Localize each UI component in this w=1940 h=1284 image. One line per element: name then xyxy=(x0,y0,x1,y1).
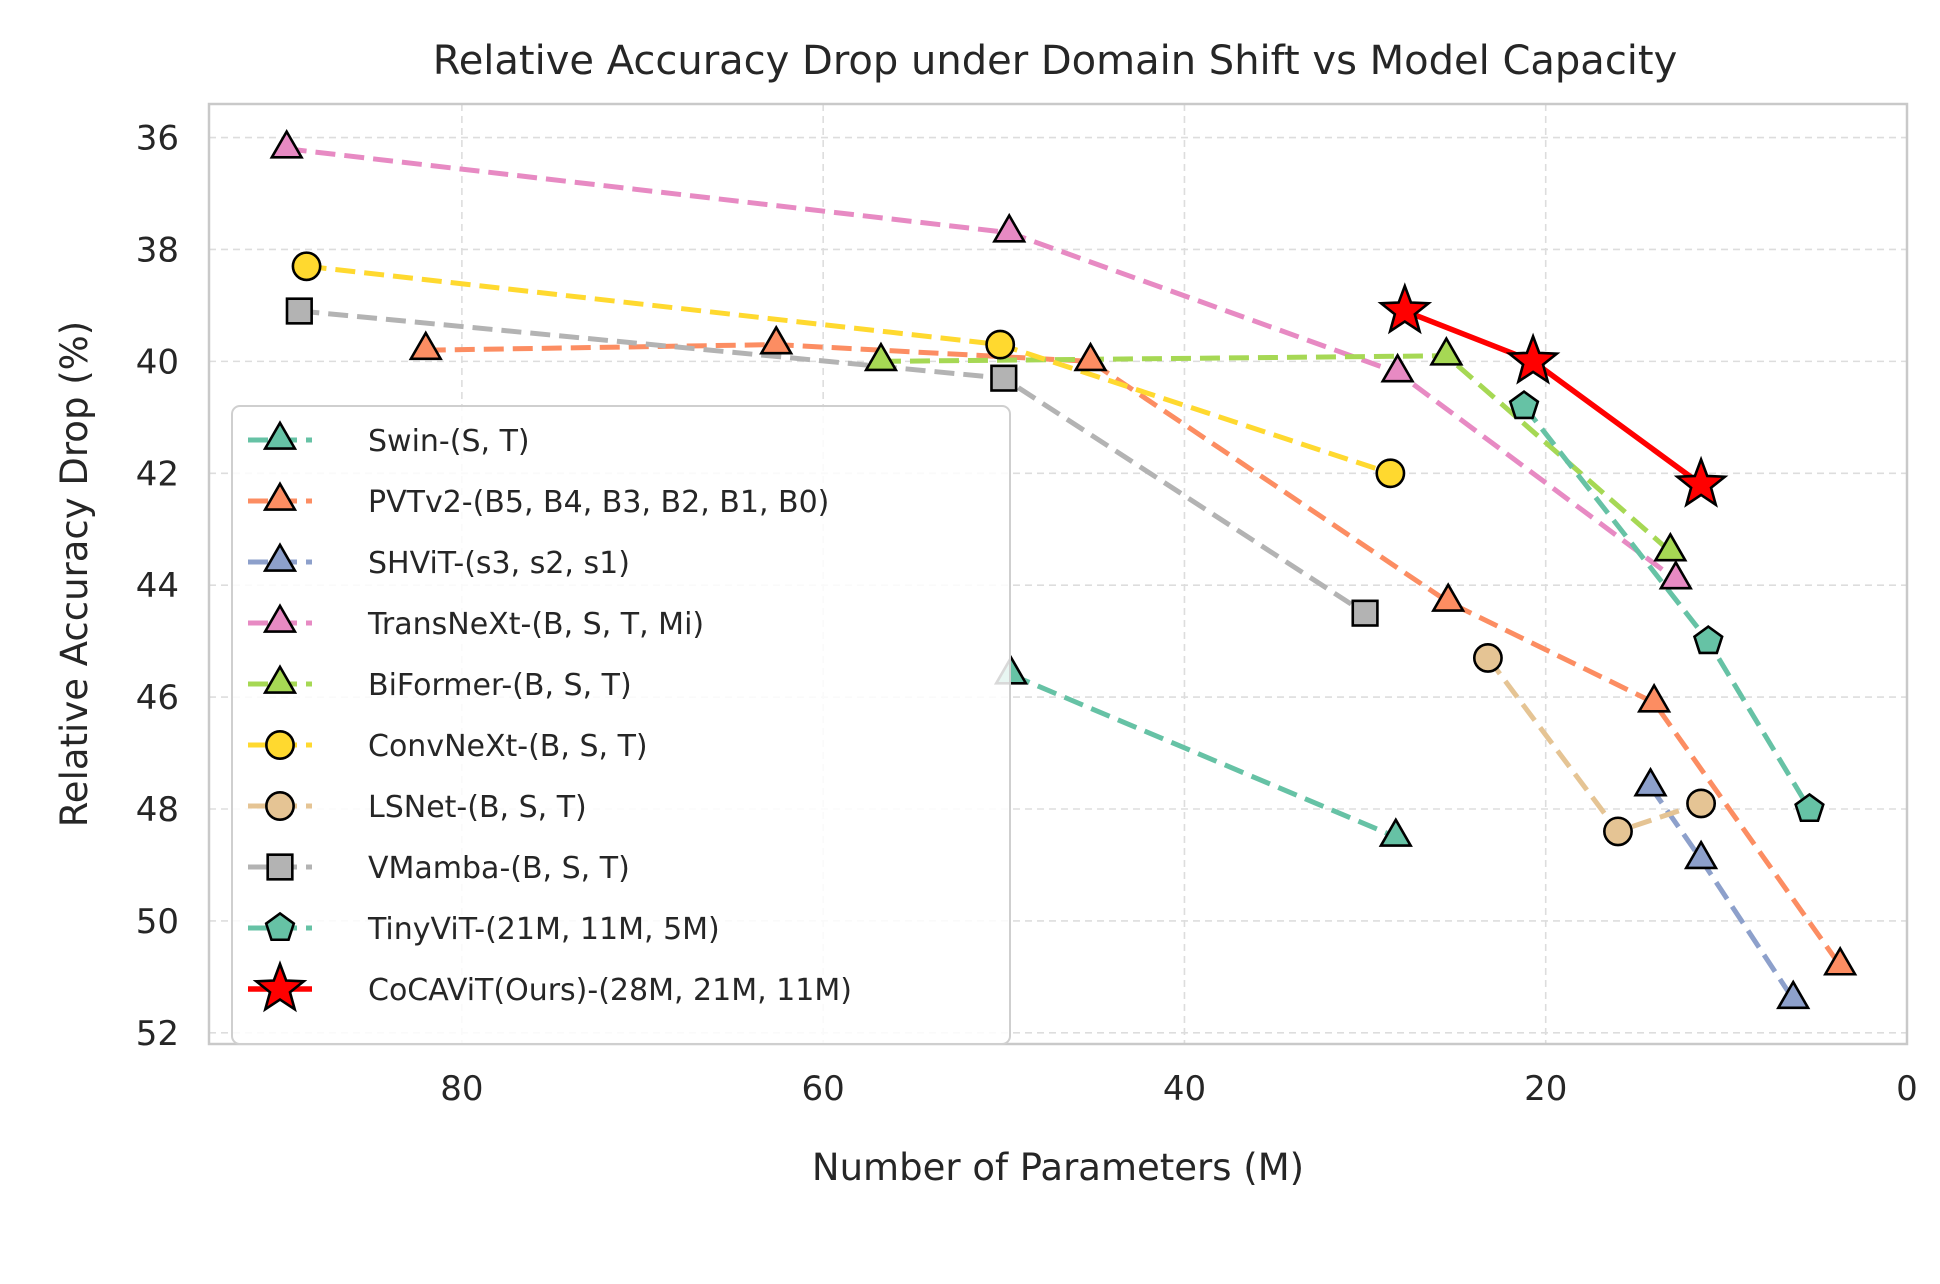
x-tick-label: 80 xyxy=(440,1069,483,1109)
legend-label: LSNet-(B, S, T) xyxy=(368,790,587,825)
data-point-cocavit-ours-28m-21m-11m xyxy=(1377,282,1433,335)
legend-marker xyxy=(266,853,294,881)
data-point-swin-s-t xyxy=(1378,817,1413,847)
legend-label: TransNeXt-(B, S, T, Mi) xyxy=(367,607,704,642)
legend-item-transnext-b-s-t-mi: TransNeXt-(B, S, T, Mi) xyxy=(248,603,704,642)
x-axis-label: Number of Parameters (M) xyxy=(812,1146,1304,1189)
y-tick-label: 40 xyxy=(136,342,179,382)
data-point-transnext-b-s-t-mi xyxy=(269,129,304,159)
legend-label: TinyViT-(21M, 11M, 5M) xyxy=(367,912,720,947)
data-point-vmamba-b-s-t xyxy=(990,364,1018,392)
data-point-transnext-b-s-t-mi xyxy=(1658,559,1693,590)
y-tick-label: 48 xyxy=(136,790,179,830)
data-point-pvtv2-b5-b4-b3-b2-b1-b0 xyxy=(408,330,443,361)
data-point-pvtv2-b5-b4-b3-b2-b1-b0 xyxy=(1823,945,1858,976)
legend: Swin-(S, T) PVTv2-(B5, B4, B3, B2, B1, B0… xyxy=(231,405,1011,1045)
legend-item-pvtv2-b5-b4-b3-b2-b1-b0: PVTv2-(B5, B4, B3, B2, B1, B0) xyxy=(248,481,829,520)
series-line-cocavit-ours-28m-21m-11m xyxy=(1403,308,1703,487)
legend-label: SHViT-(s3, s2, s1) xyxy=(368,546,630,581)
data-point-cocavit-ours-28m-21m-11m xyxy=(1505,332,1561,385)
series-line-pvtv2-b5-b4-b3-b2-b1-b0 xyxy=(425,342,1843,968)
legend-item-cocavit-ours-28m-21m-11m: CoCAViT(Ours)-(28M, 21M, 11M) xyxy=(248,960,852,1013)
legend-marker xyxy=(262,664,298,694)
y-tick-label: 44 xyxy=(136,566,179,606)
data-point-tinyvit-21m-11m-5m xyxy=(1508,390,1540,420)
legend-item-biformer-b-s-t: BiFormer-(B, S, T) xyxy=(248,664,632,703)
y-tick-label: 42 xyxy=(136,454,179,494)
data-point-lsnet-b-s-t xyxy=(1686,788,1717,819)
data-point-biformer-b-s-t xyxy=(1429,336,1464,366)
legend-label: CoCAViT(Ours)-(28M, 21M, 11M) xyxy=(368,973,852,1008)
legend-label: Swin-(S, T) xyxy=(368,424,530,459)
legend-marker xyxy=(265,730,295,760)
legend-item-convnext-b-s-t: ConvNeXt-(B, S, T) xyxy=(248,729,648,764)
data-point-transnext-b-s-t-mi xyxy=(1380,352,1415,383)
data-point-pvtv2-b5-b4-b3-b2-b1-b0 xyxy=(1431,582,1466,612)
y-tick-label: 50 xyxy=(136,902,179,942)
series-line-shvit-s3-s2-s1 xyxy=(1648,785,1796,1001)
chart-title: Relative Accuracy Drop under Domain Shif… xyxy=(433,38,1678,84)
y-axis-label: Relative Accuracy Drop (%) xyxy=(53,321,96,827)
data-point-tinyvit-21m-11m-5m xyxy=(1692,625,1724,655)
legend-marker xyxy=(252,960,308,1013)
series-line-lsnet-b-s-t xyxy=(1485,656,1702,834)
y-tick-label: 46 xyxy=(136,678,179,718)
data-point-transnext-b-s-t-mi xyxy=(992,212,1027,243)
data-point-biformer-b-s-t xyxy=(1653,531,1688,562)
x-tick-label: 0 xyxy=(1896,1069,1918,1109)
legend-marker xyxy=(262,603,298,633)
legend-marker xyxy=(262,420,298,450)
data-point-cocavit-ours-28m-21m-11m xyxy=(1673,455,1729,508)
legend-item-swin-s-t: Swin-(S, T) xyxy=(248,420,530,459)
axis-ticks: 80 60 40 20 0 36 38 40 42 44 46 48 50 52 xyxy=(136,119,1918,1109)
data-point-pvtv2-b5-b4-b3-b2-b1-b0 xyxy=(759,324,794,355)
legend-marker xyxy=(262,481,298,511)
plot-frame xyxy=(207,102,1909,1046)
legend-marker xyxy=(262,542,298,572)
data-point-shvit-s3-s2-s1 xyxy=(1683,839,1719,870)
data-point-tinyvit-21m-11m-5m xyxy=(1794,792,1825,823)
legend-item-shvit-s3-s2-s1: SHViT-(s3, s2, s1) xyxy=(248,542,630,581)
y-tick-label: 52 xyxy=(136,1014,179,1054)
legend-item-lsnet-b-s-t: LSNet-(B, S, T) xyxy=(248,790,587,825)
data-point-lsnet-b-s-t xyxy=(1603,816,1633,847)
data-point-pvtv2-b5-b4-b3-b2-b1-b0 xyxy=(1636,682,1672,713)
x-tick-label: 20 xyxy=(1524,1069,1567,1109)
data-point-convnext-b-s-t xyxy=(291,251,322,282)
data-point-vmamba-b-s-t xyxy=(285,297,313,325)
data-point-shvit-s3-s2-s1 xyxy=(1776,979,1811,1010)
data-point-convnext-b-s-t xyxy=(1375,458,1406,489)
legend-label: VMamba-(B, S, T) xyxy=(368,851,630,886)
data-point-shvit-s3-s2-s1 xyxy=(1633,766,1668,797)
data-point-pvtv2-b5-b4-b3-b2-b1-b0 xyxy=(1073,341,1108,372)
data-point-convnext-b-s-t xyxy=(985,329,1016,360)
y-tick-label: 38 xyxy=(136,230,179,270)
series-line-transnext-b-s-t-mi xyxy=(286,146,1678,582)
legend-label: PVTv2-(B5, B4, B3, B2, B1, B0) xyxy=(368,485,829,520)
data-point-biformer-b-s-t xyxy=(863,341,899,372)
legend-item-tinyvit-21m-11m-5m: TinyViT-(21M, 11M, 5M) xyxy=(248,911,720,947)
series-line-swin-s-t xyxy=(1010,672,1397,840)
legend-marker xyxy=(265,791,295,821)
x-tick-label: 40 xyxy=(1163,1069,1206,1109)
legend-box xyxy=(231,405,1011,1045)
data-point-vmamba-b-s-t xyxy=(1351,599,1379,627)
series-line-tinyvit-21m-11m-5m xyxy=(1522,404,1812,811)
legend-marker xyxy=(264,911,296,942)
x-tick-label: 60 xyxy=(802,1069,845,1109)
legend-label: ConvNeXt-(B, S, T) xyxy=(368,729,648,764)
y-tick-label: 36 xyxy=(136,119,179,159)
legend-label: BiFormer-(B, S, T) xyxy=(368,668,632,703)
plot-area xyxy=(269,129,1858,1010)
data-point-lsnet-b-s-t xyxy=(1472,642,1503,673)
legend-item-vmamba-b-s-t: VMamba-(B, S, T) xyxy=(248,851,630,886)
